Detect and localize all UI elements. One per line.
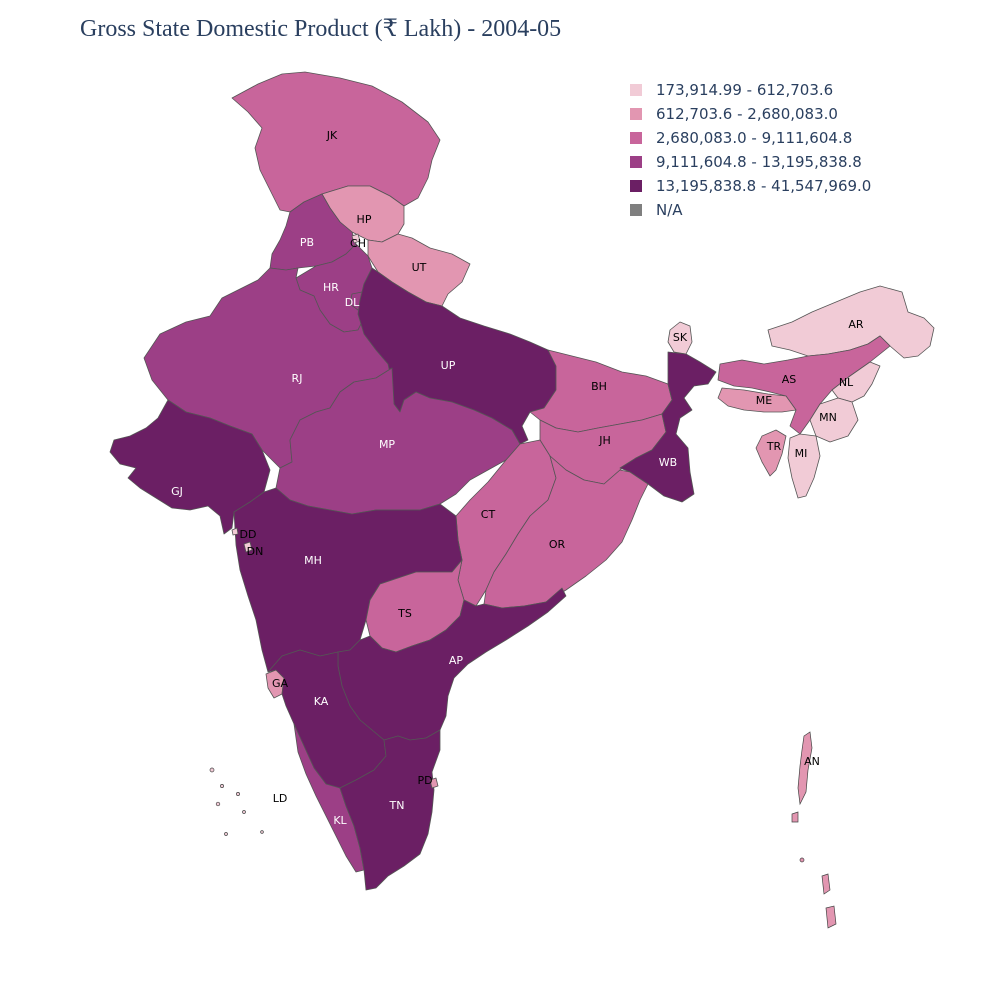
state-label-JH: JH bbox=[598, 434, 611, 447]
state-label-DL: DL bbox=[345, 296, 360, 309]
state-label-AN: AN bbox=[804, 755, 820, 768]
state-label-MP: MP bbox=[379, 438, 395, 451]
state-label-KL: KL bbox=[333, 814, 347, 827]
state-label-AR: AR bbox=[848, 318, 864, 331]
region-AN[interactable] bbox=[791, 731, 837, 929]
state-label-GJ: GJ bbox=[171, 485, 183, 498]
region-GJ[interactable] bbox=[109, 399, 271, 535]
state-label-AS: AS bbox=[782, 373, 797, 386]
region-WB[interactable] bbox=[619, 351, 717, 503]
state-label-DD: DD bbox=[240, 528, 257, 541]
state-label-AP: AP bbox=[449, 654, 464, 667]
legend-item[interactable]: 612,703.6 - 2,680,083.0 bbox=[630, 102, 871, 126]
state-label-TN: TN bbox=[389, 799, 405, 812]
state-label-RJ: RJ bbox=[292, 372, 303, 385]
state-label-HP: HP bbox=[357, 213, 372, 226]
state-label-BH: BH bbox=[591, 380, 607, 393]
state-label-CH: CH bbox=[350, 237, 366, 250]
state-label-LD: LD bbox=[273, 792, 288, 805]
legend-item[interactable]: 173,914.99 - 612,703.6 bbox=[630, 78, 871, 102]
region-MN[interactable] bbox=[809, 397, 859, 443]
region-CH[interactable] bbox=[351, 233, 361, 244]
legend-label: 612,703.6 - 2,680,083.0 bbox=[656, 105, 838, 123]
state-label-MH: MH bbox=[304, 554, 322, 567]
legend-swatch bbox=[630, 204, 642, 216]
region-NL[interactable] bbox=[831, 361, 881, 403]
legend-item[interactable]: 9,111,604.8 - 13,195,838.8 bbox=[630, 150, 871, 174]
legend-label: 13,195,838.8 - 41,547,969.0 bbox=[656, 177, 872, 195]
state-label-DN: DN bbox=[247, 545, 264, 558]
legend-item[interactable]: N/A bbox=[630, 198, 871, 222]
legend-item[interactable]: 13,195,838.8 - 41,547,969.0 bbox=[630, 174, 871, 198]
state-label-PD: PD bbox=[417, 774, 432, 787]
state-label-JK: JK bbox=[326, 129, 338, 142]
state-label-PB: PB bbox=[300, 236, 314, 249]
region-PD[interactable] bbox=[429, 777, 439, 789]
region-DD[interactable] bbox=[231, 527, 239, 536]
legend-label: N/A bbox=[656, 201, 683, 219]
region-TR[interactable] bbox=[755, 429, 787, 477]
state-label-OR: OR bbox=[549, 538, 566, 551]
legend-swatch bbox=[630, 132, 642, 144]
state-label-HR: HR bbox=[323, 281, 339, 294]
state-label-TS: TS bbox=[397, 607, 412, 620]
state-label-KA: KA bbox=[314, 695, 329, 708]
legend-label: 2,680,083.0 - 9,111,604.8 bbox=[656, 129, 853, 147]
state-label-UP: UP bbox=[441, 359, 456, 372]
region-ME[interactable] bbox=[717, 387, 797, 413]
region-MI[interactable] bbox=[787, 433, 821, 499]
state-label-SK: SK bbox=[673, 331, 688, 344]
state-label-UT: UT bbox=[412, 261, 427, 274]
map-title: Gross State Domestic Product (₹ Lakh) - … bbox=[80, 16, 562, 42]
legend-item[interactable]: 2,680,083.0 - 9,111,604.8 bbox=[630, 126, 871, 150]
state-label-MN: MN bbox=[819, 411, 837, 424]
legend: 173,914.99 - 612,703.6 612,703.6 - 2,680,… bbox=[630, 78, 871, 222]
region-DN[interactable] bbox=[243, 541, 253, 553]
state-label-MI: MI bbox=[795, 447, 808, 460]
legend-swatch bbox=[630, 156, 642, 168]
legend-swatch bbox=[630, 108, 642, 120]
legend-swatch bbox=[630, 180, 642, 192]
region-OR[interactable] bbox=[483, 455, 649, 609]
region-TN[interactable] bbox=[339, 729, 441, 891]
state-label-CT: CT bbox=[481, 508, 496, 521]
state-label-NL: NL bbox=[839, 376, 854, 389]
legend-label: 9,111,604.8 - 13,195,838.8 bbox=[656, 153, 862, 171]
legend-label: 173,914.99 - 612,703.6 bbox=[656, 81, 834, 99]
region-SK[interactable] bbox=[667, 321, 693, 355]
state-label-GA: GA bbox=[272, 677, 289, 690]
state-label-ME: ME bbox=[756, 394, 772, 407]
legend-swatch bbox=[630, 84, 642, 96]
state-label-WB: WB bbox=[659, 456, 677, 469]
state-label-TR: TR bbox=[766, 440, 782, 453]
region-LD[interactable] bbox=[209, 767, 264, 836]
